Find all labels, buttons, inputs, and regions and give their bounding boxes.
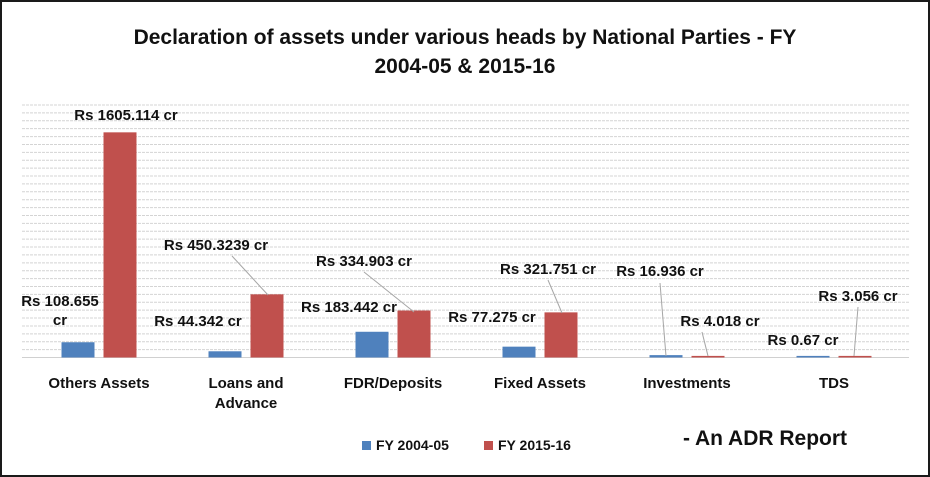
data-label: Rs 334.903 cr: [316, 253, 412, 270]
legend-entry: FY 2015-16: [498, 437, 571, 453]
bar-fy2015-16: [397, 310, 431, 358]
label-leader-line: [659, 282, 667, 357]
data-label: Rs 3.056 cr: [818, 288, 897, 305]
data-label: Rs 450.3239 cr: [164, 237, 268, 254]
bar-fy2004-05: [208, 351, 242, 358]
data-label: cr: [53, 312, 67, 329]
gridlines: [22, 104, 909, 358]
bar-fy2004-05: [502, 346, 536, 358]
label-leader-line: [701, 331, 709, 357]
data-label: Rs 108.655: [21, 293, 99, 310]
label-leader-lines: [231, 255, 859, 357]
category-label: Fixed Assets: [494, 375, 586, 392]
category-label: Loans and: [208, 375, 283, 392]
data-label: Rs 183.442 cr: [301, 299, 397, 316]
legend: FY 2004-05 FY 2015-16: [362, 437, 571, 453]
data-label: Rs 1605.114 cr: [74, 107, 178, 124]
bar-fy2015-16: [544, 312, 578, 358]
chart-title-line: Declaration of assets under various head…: [134, 26, 797, 49]
data-labels: Rs 108.655 cr Rs 44.342 cr Rs 183.442 cr Rs …: [21, 107, 898, 349]
source-annotation: - An ADR Report: [683, 427, 847, 450]
legend-swatch: [484, 441, 493, 450]
bar-fy2004-05: [796, 355, 830, 358]
bar-fy2015-16: [250, 294, 284, 358]
label-leader-line: [231, 255, 269, 296]
bar-fy2015-16: [103, 132, 137, 358]
data-label: Rs 4.018 cr: [680, 313, 759, 330]
category-labels: Others Assets Loans and Advance FDR/Deposit…: [48, 375, 849, 412]
bars: [61, 132, 872, 358]
chart-title: Declaration of assets under various head…: [134, 26, 797, 78]
category-label: Others Assets: [48, 375, 149, 392]
chart-title-line: 2004-05 & 2015-16: [375, 55, 556, 78]
bar-fy2004-05: [649, 355, 683, 358]
bar-fy2004-05: [61, 342, 95, 358]
category-label: Investments: [643, 375, 731, 392]
category-label: TDS: [819, 375, 849, 392]
data-label: Rs 16.936 cr: [616, 263, 704, 280]
data-label: Rs 77.275 cr: [448, 309, 536, 326]
data-label: Rs 321.751 cr: [500, 261, 596, 278]
label-leader-line: [363, 271, 415, 313]
label-leader-line: [547, 279, 563, 314]
category-label: Advance: [215, 395, 278, 412]
bar-fy2015-16: [691, 355, 725, 358]
data-label: Rs 44.342 cr: [154, 313, 242, 330]
data-label: Rs 0.67 cr: [768, 332, 839, 349]
legend-entry: FY 2004-05: [376, 437, 449, 453]
bar-fy2004-05: [355, 331, 389, 358]
bar-fy2015-16: [838, 355, 872, 358]
legend-swatch: [362, 441, 371, 450]
category-label: FDR/Deposits: [344, 375, 442, 392]
label-leader-line: [853, 306, 859, 357]
